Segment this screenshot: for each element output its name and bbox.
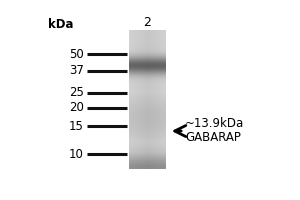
Text: 37: 37 bbox=[69, 64, 84, 77]
Text: kDa: kDa bbox=[48, 18, 74, 31]
Text: 10: 10 bbox=[69, 148, 84, 161]
Text: 50: 50 bbox=[69, 48, 84, 61]
Text: GABARAP: GABARAP bbox=[185, 131, 241, 144]
Text: ~13.9kDa: ~13.9kDa bbox=[185, 117, 244, 130]
Text: 25: 25 bbox=[69, 86, 84, 99]
Text: 15: 15 bbox=[69, 120, 84, 133]
Text: 20: 20 bbox=[69, 101, 84, 114]
Text: 2: 2 bbox=[143, 16, 151, 29]
